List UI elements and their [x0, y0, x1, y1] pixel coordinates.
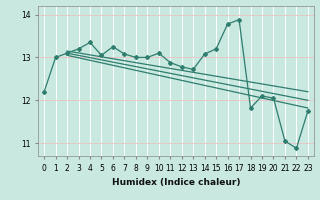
X-axis label: Humidex (Indice chaleur): Humidex (Indice chaleur): [112, 178, 240, 187]
